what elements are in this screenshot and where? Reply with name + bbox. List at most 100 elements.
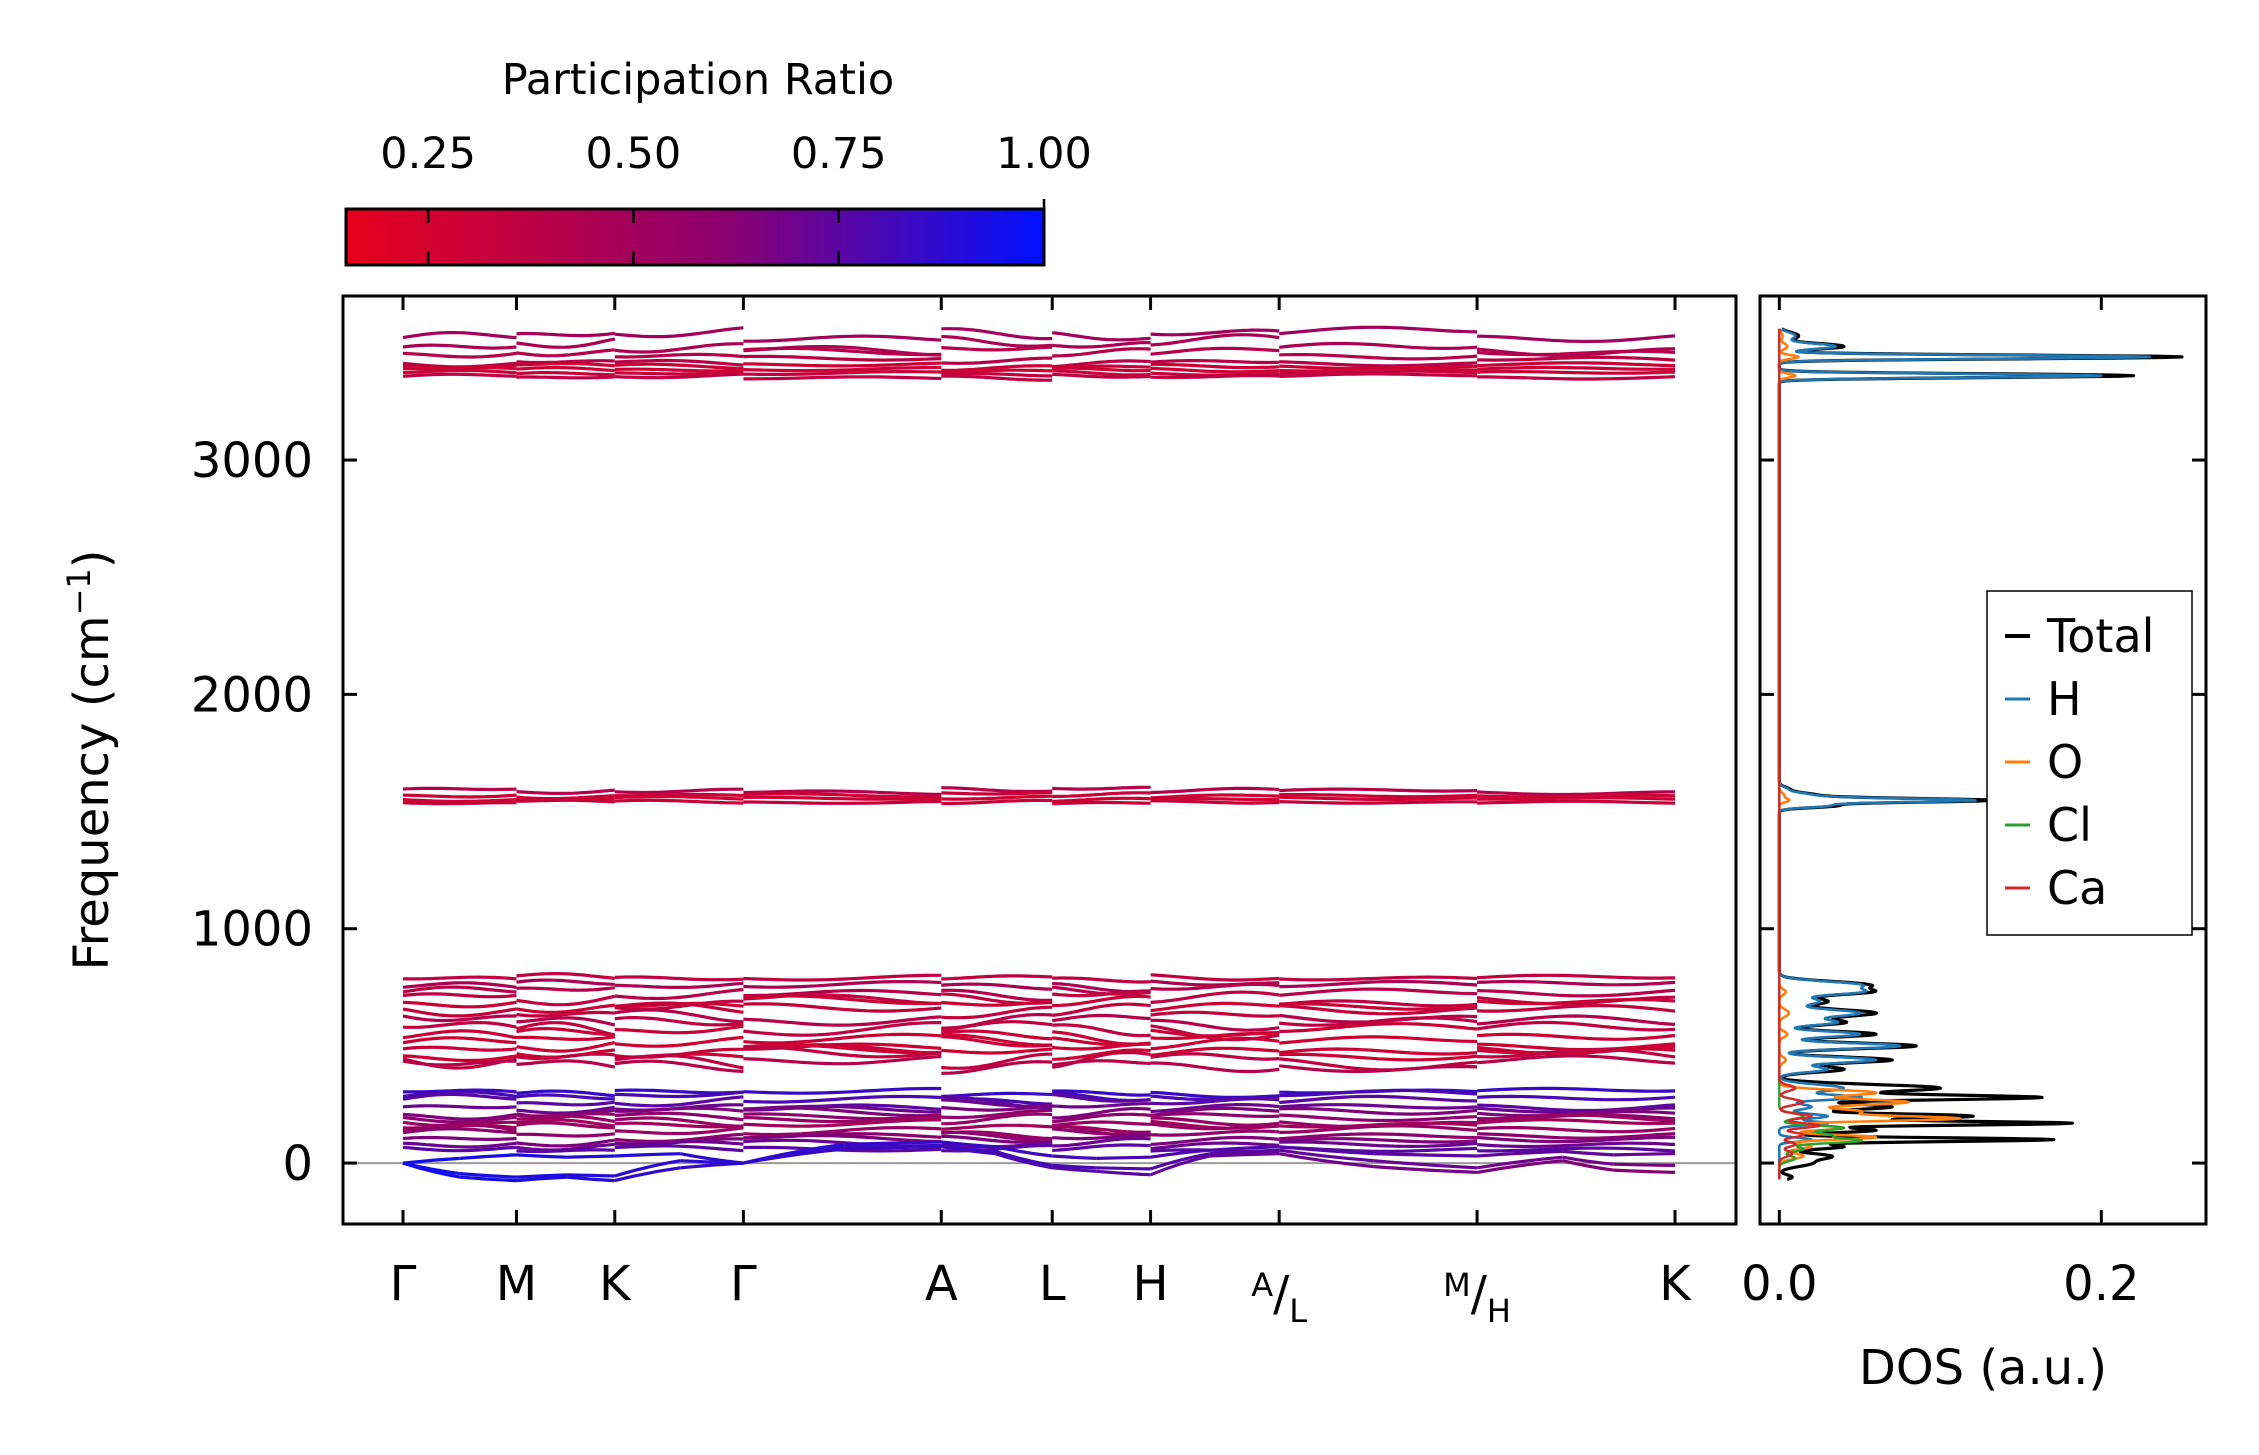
- band-line: [516, 359, 615, 365]
- band-line: [1052, 791, 1151, 799]
- acoustic-2-segment: [1209, 1148, 1280, 1156]
- band-ytick-label: 1000: [191, 902, 313, 958]
- band-line: [1052, 369, 1151, 377]
- band-line: [1150, 1036, 1280, 1051]
- band-line: [743, 1015, 942, 1027]
- band-line: [1150, 1018, 1280, 1032]
- band-line: [743, 1106, 942, 1118]
- band-line: [1052, 1059, 1151, 1067]
- band-line: [1150, 328, 1280, 337]
- band-line: [1052, 347, 1151, 358]
- band-line: [1150, 366, 1280, 374]
- band-line: [1476, 1020, 1676, 1032]
- legend-label-total: Total: [2046, 609, 2154, 663]
- band-line: [1052, 796, 1151, 803]
- band-line: [402, 1112, 517, 1121]
- band-line: [743, 361, 942, 368]
- band-line: [516, 1121, 615, 1130]
- acoustic-3-segment: [844, 1140, 942, 1146]
- band-line: [402, 1135, 517, 1141]
- acoustic-3-segment: [1562, 1149, 1614, 1157]
- band-line: [1052, 1120, 1151, 1128]
- acoustic-2-segment: [614, 1159, 681, 1178]
- acoustic-2-segment: [1373, 1159, 1478, 1170]
- acoustic-3-segment: [1150, 1148, 1210, 1159]
- band-line: [516, 1114, 616, 1124]
- band-line: [1052, 1048, 1151, 1061]
- kpoint-label: Γ: [730, 1256, 757, 1312]
- band-line: [614, 1111, 744, 1122]
- band-line: [402, 975, 517, 981]
- band-line: [1150, 990, 1280, 1004]
- band-line: [941, 1123, 1053, 1131]
- dos-legend: Total HO Cl Ca: [1986, 590, 2193, 936]
- dos-lines: [1777, 327, 2184, 1182]
- band-line: [941, 1029, 1053, 1041]
- band-line: [1477, 973, 1676, 980]
- band-line: [743, 1021, 942, 1037]
- band-line: [1279, 1064, 1478, 1074]
- band-ytick-label: 2000: [191, 667, 313, 723]
- band-line: [941, 356, 1053, 365]
- band-line: [1150, 362, 1280, 370]
- band-line: [743, 1113, 942, 1124]
- band-line: [1476, 349, 1676, 357]
- band-line: [1279, 1094, 1478, 1105]
- band-line: [1477, 796, 1676, 801]
- acoustic-3-segment: [1613, 1152, 1676, 1157]
- band-line: [941, 988, 1053, 1002]
- band-ytick-label: 3000: [191, 433, 313, 489]
- band-line: [1476, 1106, 1675, 1114]
- band-line: [402, 1029, 517, 1040]
- band-line: [614, 352, 744, 359]
- band-line: [1477, 1126, 1676, 1134]
- dos-series-ca: [1778, 328, 1821, 1181]
- acoustic-3-segment: [995, 1145, 1053, 1158]
- legend-label-cl: Cl: [2047, 798, 2092, 852]
- band-line: [1052, 341, 1151, 349]
- band-line: [1279, 1103, 1478, 1110]
- band-line: [402, 372, 517, 378]
- band-line: [402, 1123, 517, 1132]
- band-line: [1477, 790, 1675, 797]
- band-line: [402, 1115, 517, 1124]
- acoustic-3-segment: [516, 1153, 567, 1159]
- band-line: [1150, 1103, 1280, 1114]
- colorbar-tick-label: 0.25: [380, 129, 476, 179]
- acoustic-1-segment: [1278, 1152, 1374, 1169]
- acoustic-3-segment: [1476, 1149, 1563, 1158]
- band-line: [1279, 341, 1478, 350]
- acoustic-2-segment: [995, 1149, 1053, 1167]
- band-line: [516, 375, 615, 380]
- band-line: [402, 343, 517, 350]
- band-line: [941, 345, 1053, 352]
- kpoint-label: K: [599, 1256, 632, 1312]
- band-line: [1052, 372, 1151, 379]
- band-line: [1279, 1088, 1478, 1098]
- dos-xtick-label: 0.0: [1741, 1256, 1817, 1312]
- band-line: [1052, 1127, 1151, 1136]
- band-line: [1052, 366, 1151, 373]
- band-line: [1052, 1143, 1151, 1152]
- band-line: [1279, 1016, 1478, 1027]
- band-y-axis: 0 1000 2000 3000: [191, 433, 357, 1192]
- band-line: [743, 365, 942, 373]
- band-line: [1477, 1086, 1676, 1093]
- band-line: [516, 788, 615, 795]
- band-line: [516, 1041, 616, 1053]
- band-line: [1052, 1092, 1151, 1103]
- band-line: [402, 1092, 517, 1101]
- band-line: [1150, 333, 1280, 347]
- acoustic-3-segment: [941, 1140, 996, 1149]
- band-lines: [402, 325, 1676, 1183]
- band-line: [1150, 1010, 1280, 1018]
- band-line: [1279, 793, 1478, 799]
- band-line: [1477, 1094, 1676, 1102]
- band-line: [1279, 369, 1478, 376]
- band-line: [1279, 987, 1478, 997]
- band-line: [614, 1140, 744, 1146]
- band-line: [402, 786, 517, 792]
- acoustic-2-segment: [1278, 1148, 1374, 1163]
- band-line: [941, 374, 1053, 382]
- band-line: [614, 342, 744, 354]
